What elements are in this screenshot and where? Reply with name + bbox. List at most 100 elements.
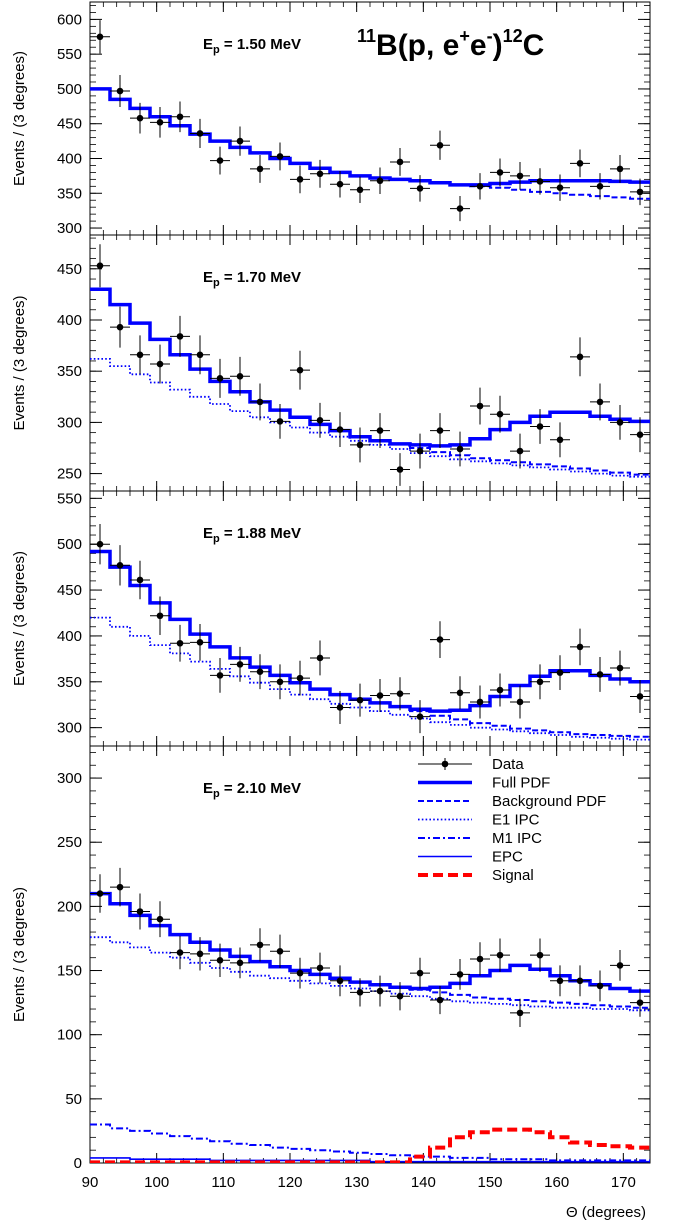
y-tick-label: 400	[57, 150, 82, 167]
data-point	[616, 419, 624, 426]
data-point	[156, 360, 164, 368]
data-point	[96, 33, 104, 41]
data-point	[476, 183, 484, 190]
legend-entry: Full PDF	[418, 775, 550, 792]
series-background-line	[90, 288, 650, 476]
data-point	[636, 188, 644, 196]
data-point	[256, 398, 264, 406]
data-point	[276, 678, 284, 686]
ep-label: Ep = 1.70 MeV	[203, 269, 301, 289]
data-point	[596, 398, 604, 406]
chart-title: 11B(p, e+e-)12C	[357, 26, 544, 62]
data-point	[196, 351, 204, 359]
x-tick-label: 140	[411, 1174, 436, 1191]
ep-label: Ep = 1.88 MeV	[203, 525, 301, 545]
data-point	[296, 969, 304, 977]
x-tick-label: 110	[211, 1174, 235, 1191]
data-point	[116, 561, 124, 569]
y-tick-label: 400	[57, 628, 82, 645]
legend-entry: E1 IPC	[418, 812, 540, 829]
series-background-line	[90, 550, 650, 738]
data-point	[96, 540, 104, 548]
series-full-pdf-line	[90, 87, 650, 187]
data-point	[536, 423, 544, 430]
data-point	[196, 130, 204, 137]
data-point	[576, 977, 584, 985]
data-point	[176, 113, 184, 121]
y-tick-label: 300	[57, 414, 82, 431]
data-point	[216, 956, 224, 964]
data-point	[116, 323, 124, 331]
y-tick-label: 200	[57, 898, 82, 915]
data-point	[496, 951, 504, 959]
data-point	[476, 698, 484, 706]
data-group	[90, 524, 650, 734]
series-full-pdf-line	[90, 891, 650, 993]
data-point	[636, 693, 644, 700]
data-point	[336, 704, 344, 711]
series-e1-ipc-line	[90, 358, 650, 478]
data-point	[496, 169, 504, 176]
data-group	[90, 20, 650, 222]
data-point	[156, 915, 164, 923]
data-point	[476, 955, 484, 963]
data-point	[516, 1009, 524, 1017]
x-tick-label: 160	[544, 1174, 569, 1191]
data-point	[316, 417, 324, 424]
series-signal-line	[90, 1127, 650, 1163]
x-tick-label: 90	[82, 1174, 99, 1191]
data-point	[296, 176, 304, 183]
data-point	[396, 466, 404, 473]
data-point	[116, 87, 124, 95]
data-point	[276, 418, 284, 425]
data-point	[536, 178, 544, 185]
data-point	[156, 119, 164, 126]
data-point	[556, 184, 564, 192]
data-point	[476, 402, 484, 410]
data-point	[116, 883, 124, 891]
data-point	[636, 999, 644, 1006]
legend-label: M1 IPC	[492, 830, 542, 847]
data-point	[456, 971, 464, 978]
y-tick-label: 300	[57, 720, 82, 737]
data-point	[196, 950, 204, 958]
data-point	[456, 689, 464, 697]
data-point	[596, 183, 604, 190]
y-tick-label: 250	[57, 834, 82, 851]
data-point	[276, 947, 284, 955]
data-point	[636, 431, 644, 438]
data-point	[256, 668, 264, 676]
x-tick-label: 100	[144, 1174, 169, 1191]
data-point	[256, 941, 264, 949]
data-point	[436, 427, 444, 434]
legend-label: Data	[492, 756, 524, 773]
chart-title-text: 11B(p, e+e-)12C	[357, 26, 544, 62]
y-tick-label: 250	[57, 466, 82, 483]
data-point	[576, 160, 584, 167]
data-point	[236, 959, 244, 967]
y-tick-label: 350	[57, 363, 82, 380]
panel-4: 0 50 100 150 200 250 300 Events / (3 degrees) Ep…	[11, 745, 651, 1172]
legend-entry: Data	[418, 756, 524, 773]
series-full-pdf-line	[90, 287, 650, 448]
data-point	[576, 643, 584, 651]
data-point	[556, 669, 564, 676]
y-tick-label: 350	[57, 185, 82, 202]
series-e1-ipc-line	[90, 616, 650, 741]
data-point	[436, 141, 444, 149]
data-point	[176, 639, 184, 647]
data-point	[536, 951, 544, 959]
data-point	[456, 205, 464, 212]
data-group	[90, 867, 650, 1027]
data-point	[456, 445, 464, 453]
y-tick-label: 100	[57, 1027, 82, 1044]
data-point	[396, 992, 404, 1000]
data-point	[336, 180, 344, 188]
data-point	[376, 987, 384, 995]
data-group	[90, 244, 650, 486]
data-point	[376, 427, 384, 434]
y-tick-label: 500	[57, 81, 82, 98]
data-point	[296, 674, 304, 682]
